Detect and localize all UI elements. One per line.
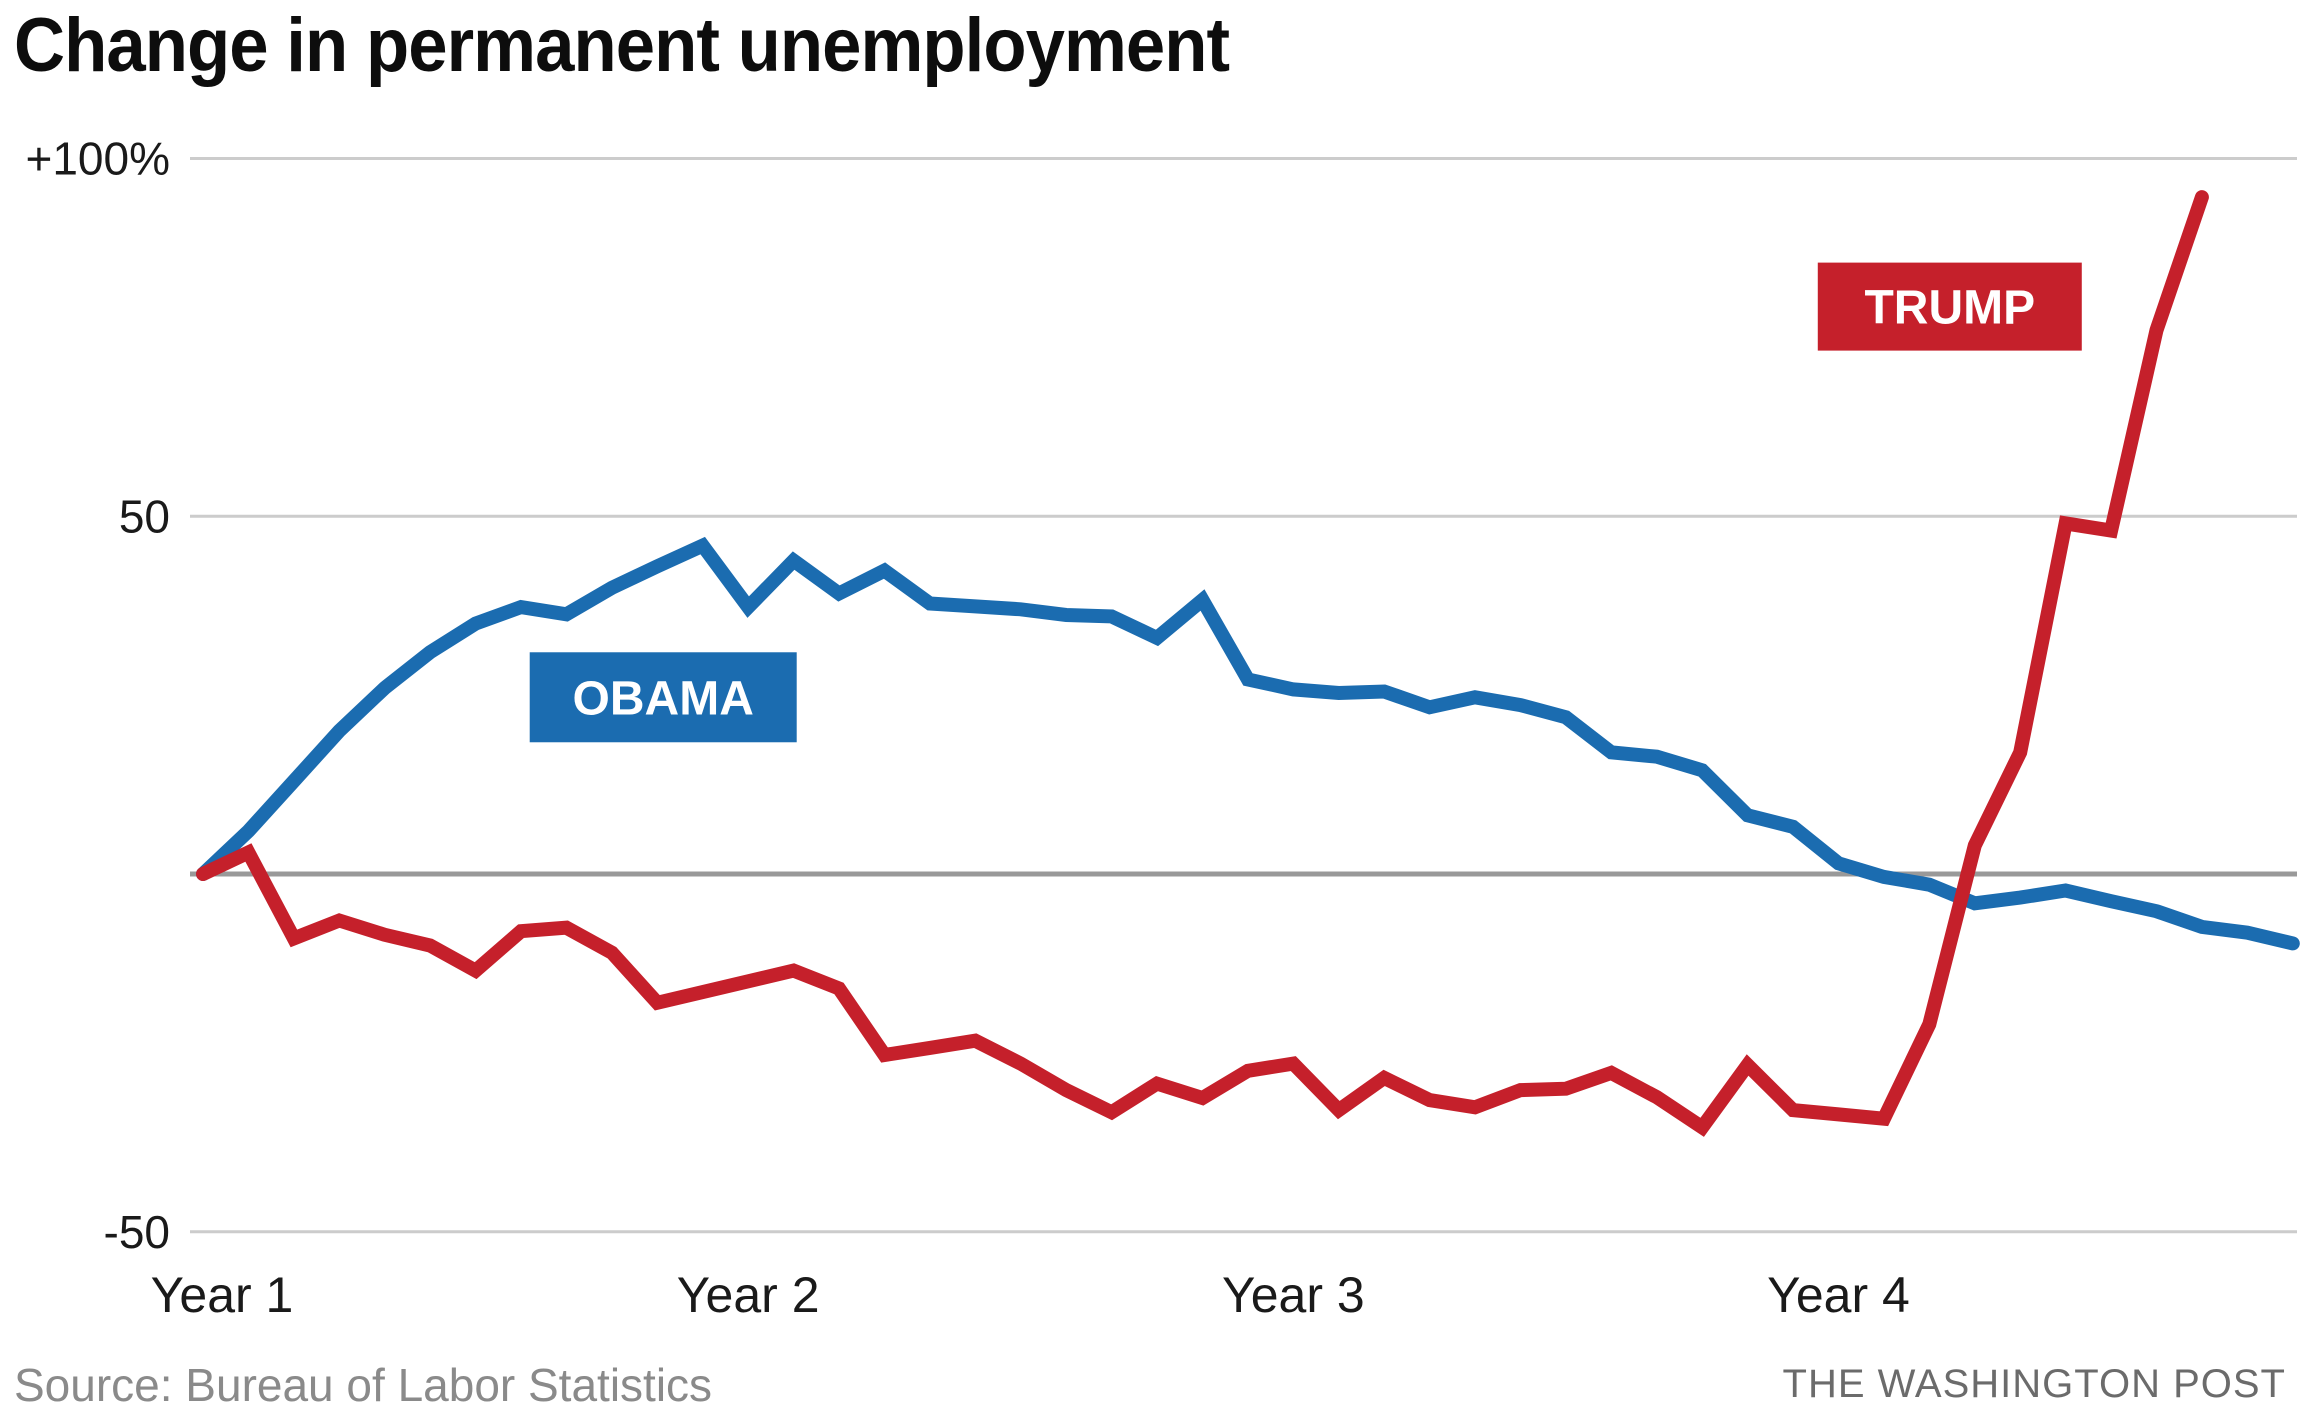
x-tick-label-year-2: Year 2 xyxy=(677,1267,820,1323)
legend-label-obama: OBAMA xyxy=(573,672,754,725)
legend-box-obama xyxy=(529,652,797,743)
legend-label-trump: TRUMP xyxy=(1864,282,2035,335)
x-tick-label-year-3: Year 3 xyxy=(1222,1267,1365,1323)
obama-line xyxy=(196,536,2300,951)
y-tick-label-100: +100% xyxy=(25,133,170,185)
x-tick-label-year-1: Year 1 xyxy=(151,1267,294,1323)
legend-box-trump xyxy=(1817,262,2082,351)
source-note: Source: Bureau of Labor Statistics xyxy=(14,1359,713,1411)
trump-line xyxy=(196,190,2209,1137)
chart-title: Change in permanent unemployment xyxy=(14,3,1230,88)
y-tick-label--50: -50 xyxy=(104,1206,170,1258)
x-tick-label-year-4: Year 4 xyxy=(1767,1267,1910,1323)
publisher-credit: THE WASHINGTON POST xyxy=(1782,1362,2286,1406)
y-tick-label-50: 50 xyxy=(119,490,170,542)
